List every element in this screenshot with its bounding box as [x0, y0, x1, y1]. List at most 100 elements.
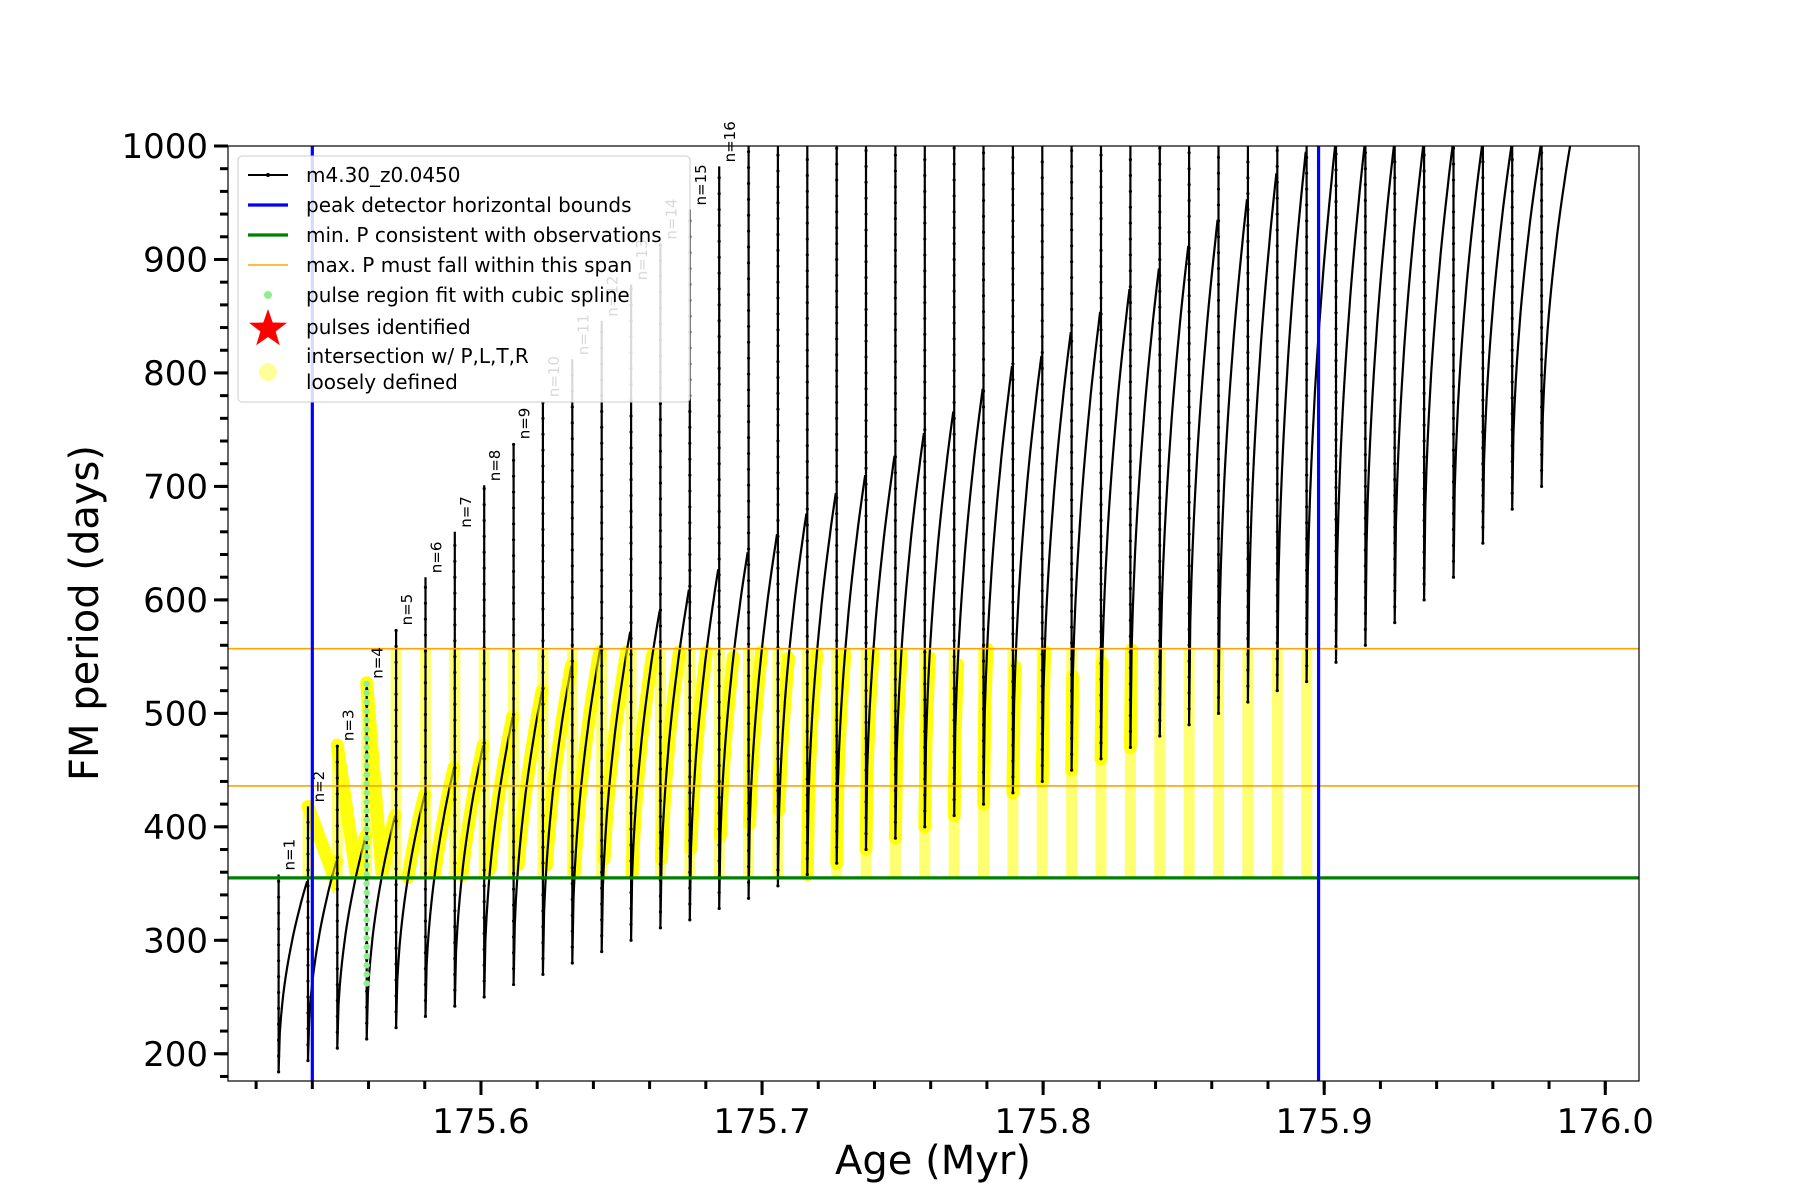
series-point — [776, 232, 780, 237]
series-point — [776, 820, 780, 824]
series-point — [1305, 171, 1309, 175]
series-point — [717, 541, 721, 545]
series-point — [1070, 244, 1074, 248]
series-point — [864, 180, 868, 184]
pulse-39 — [1393, 146, 1425, 625]
series-point — [1393, 525, 1397, 529]
series-point — [394, 978, 398, 982]
series-point — [394, 692, 398, 696]
series-point — [1393, 382, 1397, 386]
series-point — [893, 264, 898, 268]
series-point — [717, 462, 721, 466]
series-point — [1187, 373, 1191, 377]
series-point — [276, 879, 281, 883]
series-point — [629, 891, 633, 895]
series-point — [688, 505, 692, 509]
series-point — [746, 753, 751, 757]
series-point — [1070, 561, 1074, 566]
series-point — [600, 902, 604, 906]
series-point — [629, 430, 633, 434]
series-point — [1099, 248, 1103, 252]
series-point — [835, 289, 839, 293]
series-point — [482, 677, 486, 681]
series-point — [1275, 164, 1279, 169]
series-point — [864, 673, 868, 677]
series-point — [981, 707, 986, 711]
series-point — [423, 665, 428, 669]
series-point — [864, 546, 868, 550]
pulse-curve — [453, 531, 485, 1007]
series-point — [1128, 285, 1132, 289]
series-point — [511, 855, 516, 860]
series-point — [482, 900, 486, 904]
series-point — [805, 698, 809, 702]
series-point — [1422, 439, 1426, 443]
series-point — [1187, 405, 1191, 409]
series-point — [1305, 473, 1309, 477]
series-point — [1216, 473, 1221, 477]
series-point — [864, 641, 868, 645]
series-point — [1011, 743, 1015, 747]
series-point — [805, 793, 809, 797]
series-point — [600, 711, 604, 715]
series-point — [1246, 223, 1250, 228]
series-point — [511, 506, 516, 510]
series-point — [893, 630, 898, 634]
series-point — [893, 487, 898, 491]
series-point — [1040, 700, 1044, 704]
series-point — [1099, 391, 1103, 395]
series-point — [1451, 353, 1456, 357]
series-point — [1422, 502, 1426, 507]
series-point — [688, 918, 692, 922]
series-point — [746, 896, 751, 900]
series-point — [835, 241, 839, 246]
series-point — [1011, 632, 1015, 636]
series-point — [952, 162, 956, 166]
series-point — [1422, 201, 1426, 205]
series-point — [1481, 350, 1485, 355]
series-point — [1540, 214, 1544, 218]
series-point — [923, 586, 927, 591]
series-point — [1128, 428, 1132, 432]
series-point — [1540, 167, 1544, 171]
series-point — [1275, 498, 1279, 502]
series-point — [306, 884, 310, 888]
series-point — [1040, 541, 1044, 545]
series-point — [1422, 550, 1426, 554]
series-point — [1246, 684, 1250, 688]
series-point — [482, 582, 486, 586]
series-point — [835, 384, 839, 389]
series-point — [1334, 342, 1338, 347]
series-point — [629, 732, 633, 736]
series-point — [805, 856, 809, 861]
series-point — [981, 230, 986, 234]
series-point — [658, 576, 663, 580]
series-point — [1393, 620, 1397, 625]
series-point — [1070, 339, 1074, 343]
series-point — [805, 809, 809, 813]
series-point — [482, 852, 486, 856]
series-point — [1451, 496, 1456, 500]
series-point — [1246, 303, 1250, 307]
series-point — [1393, 478, 1397, 482]
series-point — [805, 364, 809, 368]
series-point — [1128, 729, 1132, 734]
series-point — [1040, 493, 1044, 498]
pulse-label-n3: n=3 — [339, 709, 357, 741]
series-point — [776, 201, 780, 205]
series-point — [335, 967, 339, 971]
series-point — [1099, 661, 1103, 666]
series-point — [864, 482, 868, 486]
series-point — [893, 423, 898, 427]
series-point — [805, 285, 809, 289]
series-point — [981, 659, 986, 663]
y-tick-label: 500 — [143, 694, 208, 734]
series-point — [1128, 205, 1132, 209]
series-point — [1275, 307, 1279, 311]
series-point — [776, 725, 780, 729]
series-point — [1128, 523, 1132, 527]
spline-point — [363, 898, 370, 905]
series-point — [1040, 398, 1044, 402]
pulse-33 — [1213, 146, 1249, 878]
series-point — [1334, 644, 1338, 649]
